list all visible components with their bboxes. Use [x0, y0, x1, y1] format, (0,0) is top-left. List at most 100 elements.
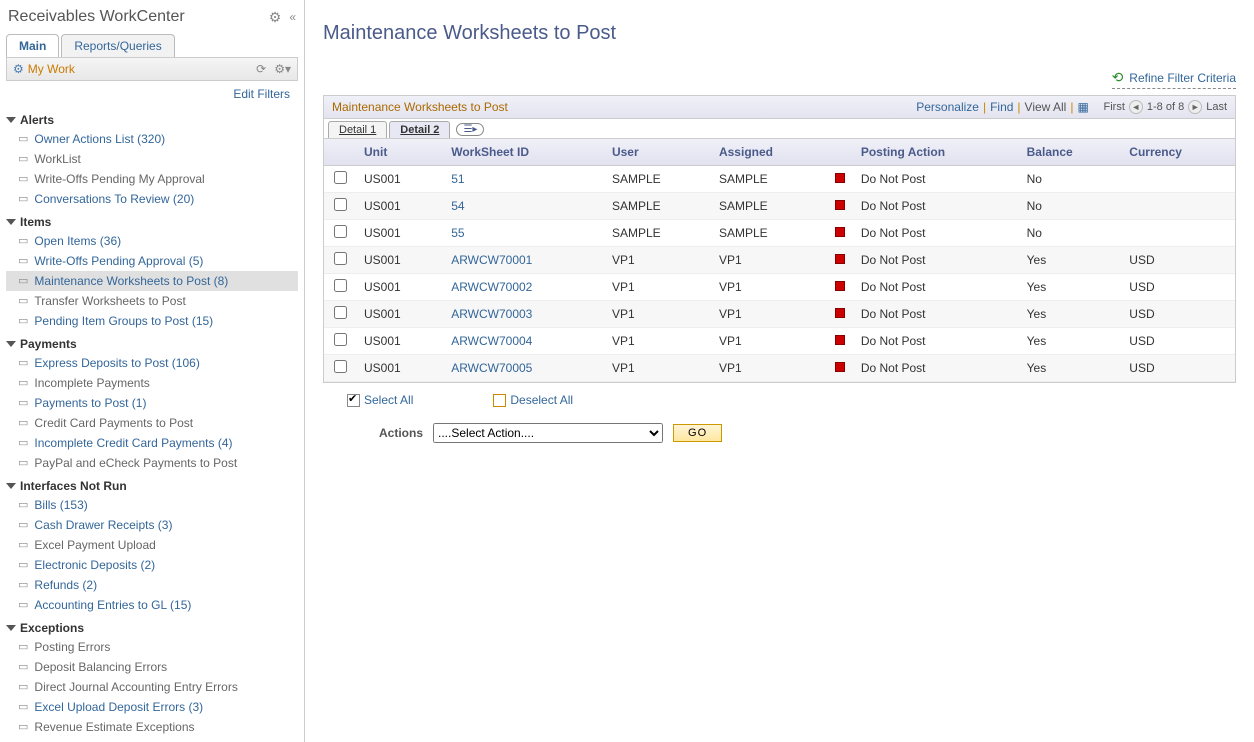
first-link[interactable]: First [1104, 101, 1125, 113]
cell-currency: USD [1121, 355, 1235, 382]
personalize-link[interactable]: Personalize [916, 100, 979, 114]
tab-main[interactable]: Main [6, 34, 59, 57]
sidebar-item[interactable]: ▭Bills (153) [6, 495, 298, 515]
row-checkbox[interactable] [334, 198, 347, 211]
sidebar-item[interactable]: ▭Write-Offs Pending Approval (5) [6, 251, 298, 271]
flag-icon [835, 173, 845, 183]
select-all-link[interactable]: Select All [347, 393, 413, 407]
cell-currency: USD [1121, 274, 1235, 301]
column-header[interactable]: Balance [1019, 139, 1122, 166]
go-button[interactable]: GO [673, 424, 722, 442]
column-header[interactable]: Unit [356, 139, 443, 166]
sidebar-item: ▭WorkList [6, 149, 298, 169]
cell-worksheet-id[interactable]: ARWCW70004 [443, 328, 604, 355]
sidebar-item[interactable]: ▭Electronic Deposits (2) [6, 555, 298, 575]
column-header[interactable]: User [604, 139, 711, 166]
cell-unit: US001 [356, 247, 443, 274]
checkbox-empty-icon [493, 394, 506, 407]
gear-icon[interactable]: ⚙ [269, 9, 282, 26]
cell-balance: No [1019, 193, 1122, 220]
row-checkbox[interactable] [334, 333, 347, 346]
sub-tab[interactable]: Detail 2 [389, 121, 450, 138]
cell-unit: US001 [356, 355, 443, 382]
sidebar-item-label: Payments to Post (1) [34, 395, 146, 411]
sidebar-item[interactable]: ▭Express Deposits to Post (106) [6, 353, 298, 373]
actions-select[interactable]: ....Select Action.... [433, 423, 663, 443]
tab-reportsqueries[interactable]: Reports/Queries [61, 34, 174, 57]
sidebar-item[interactable]: ▭Pending Item Groups to Post (15) [6, 311, 298, 331]
page-icon: ▭ [18, 517, 28, 533]
sidebar-item[interactable]: ▭Owner Actions List (320) [6, 129, 298, 149]
deselect-all-link[interactable]: Deselect All [493, 393, 573, 407]
sidebar-item: ▭Incomplete Payments [6, 373, 298, 393]
row-checkbox[interactable] [334, 171, 347, 184]
cell-worksheet-id[interactable]: ARWCW70002 [443, 274, 604, 301]
row-checkbox[interactable] [334, 306, 347, 319]
data-table: UnitWorkSheet IDUserAssigned Posting Acti… [324, 139, 1235, 382]
find-link[interactable]: Find [990, 100, 1013, 114]
row-checkbox[interactable] [334, 252, 347, 265]
cell-worksheet-id[interactable]: ARWCW70005 [443, 355, 604, 382]
sidebar-item[interactable]: ▭ Cash Drawer Receipts (3) [6, 515, 298, 535]
cell-worksheet-id[interactable]: 51 [443, 166, 604, 193]
cell-worksheet-id[interactable]: 55 [443, 220, 604, 247]
row-checkbox[interactable] [334, 225, 347, 238]
cell-unit: US001 [356, 193, 443, 220]
table-row: US001ARWCW70005VP1VP1Do Not PostYesUSD [324, 355, 1235, 382]
collapse-icon[interactable]: « [289, 10, 296, 24]
sidebar-item[interactable]: ▭Excel Upload Deposit Errors (3) [6, 697, 298, 717]
prev-icon[interactable]: ◄ [1129, 100, 1143, 114]
cell-user: VP1 [604, 274, 711, 301]
page-icon: ▭ [18, 415, 28, 431]
cell-worksheet-id[interactable]: 54 [443, 193, 604, 220]
sub-tab[interactable]: Detail 1 [328, 121, 387, 138]
grid-titlebar: Maintenance Worksheets to Post Personali… [324, 96, 1235, 119]
view-all-link[interactable]: View All [1025, 100, 1067, 114]
sidebar-item[interactable]: ▭Incomplete Credit Card Payments (4) [6, 433, 298, 453]
sidebar-item[interactable]: ▭Conversations To Review (20) [6, 189, 298, 209]
cell-currency: USD [1121, 247, 1235, 274]
cell-worksheet-id[interactable]: ARWCW70001 [443, 247, 604, 274]
cell-user: VP1 [604, 247, 711, 274]
flag-icon [835, 335, 845, 345]
page-icon: ▭ [18, 293, 28, 309]
refresh-icon[interactable]: ⟳ [256, 62, 266, 76]
section-head[interactable]: Items [6, 209, 298, 231]
sidebar-item: ▭Write-Offs Pending My Approval [6, 169, 298, 189]
cell-user: VP1 [604, 301, 711, 328]
sidebar-item[interactable]: ▭Payments to Post (1) [6, 393, 298, 413]
table-row: US00154SAMPLESAMPLEDo Not PostNo [324, 193, 1235, 220]
row-checkbox[interactable] [334, 360, 347, 373]
expand-icon[interactable]: ☰▸ [456, 123, 484, 136]
column-header[interactable]: Posting Action [853, 139, 1019, 166]
page-icon: ▭ [18, 233, 28, 249]
sidebar-item[interactable]: ▭ Open Items (36) [6, 231, 298, 251]
caret-down-icon [6, 219, 16, 225]
flag-icon [835, 308, 845, 318]
table-row: US00151SAMPLESAMPLEDo Not PostNo [324, 166, 1235, 193]
row-checkbox[interactable] [334, 279, 347, 292]
sidebar-item[interactable]: ▭Maintenance Worksheets to Post (8) [6, 271, 298, 291]
refine-filter-link[interactable]: ⟲ Refine Filter Criteria [1112, 69, 1236, 89]
table-row: US001ARWCW70003VP1VP1Do Not PostYesUSD [324, 301, 1235, 328]
section-head[interactable]: Alerts [6, 107, 298, 129]
sidebar-item-label: Open Items (36) [34, 233, 121, 249]
column-header[interactable]: Currency [1121, 139, 1235, 166]
sidebar-item[interactable]: ▭Accounting Entries to GL (15) [6, 595, 298, 615]
sidebar-item-label: Cash Drawer Receipts (3) [34, 517, 172, 533]
gear-icon[interactable]: ⚙▾ [274, 62, 291, 76]
caret-down-icon [6, 483, 16, 489]
last-link[interactable]: Last [1206, 101, 1227, 113]
download-icon[interactable]: ▦ [1077, 100, 1088, 114]
section-head[interactable]: Payments [6, 331, 298, 353]
sidebar-item[interactable]: ▭Refunds (2) [6, 575, 298, 595]
cell-worksheet-id[interactable]: ARWCW70003 [443, 301, 604, 328]
section-head[interactable]: Exceptions [6, 615, 298, 637]
next-icon[interactable]: ► [1188, 100, 1202, 114]
section-head[interactable]: Interfaces Not Run [6, 473, 298, 495]
column-header[interactable]: Assigned [711, 139, 827, 166]
edit-filters-link[interactable]: Edit Filters [0, 81, 304, 107]
column-header[interactable]: WorkSheet ID [443, 139, 604, 166]
cell-user: SAMPLE [604, 220, 711, 247]
cell-posting-action: Do Not Post [853, 328, 1019, 355]
